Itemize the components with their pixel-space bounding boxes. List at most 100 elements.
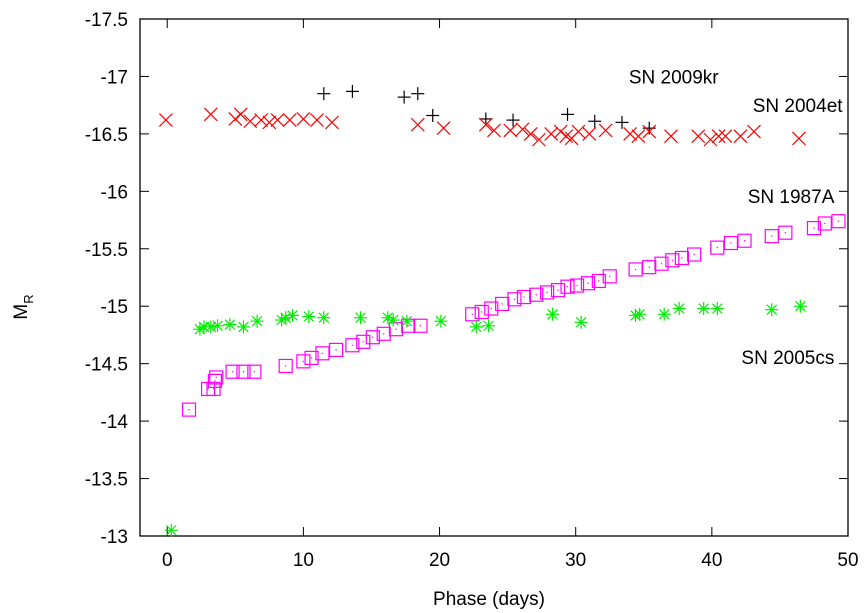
data-point xyxy=(817,216,832,231)
data-point xyxy=(737,233,752,248)
data-point xyxy=(400,314,414,328)
data-point xyxy=(687,247,702,262)
data-point xyxy=(413,318,428,333)
data-point xyxy=(532,132,546,147)
data-point xyxy=(529,287,544,302)
data-point xyxy=(602,269,617,284)
x-tick-label: 20 xyxy=(429,550,450,571)
data-point xyxy=(665,253,680,268)
data-point xyxy=(571,124,586,139)
plot-frame xyxy=(139,18,849,537)
x-axis-title: Phase (days) xyxy=(433,589,545,610)
data-point xyxy=(553,124,568,139)
data-point xyxy=(544,126,559,141)
data-point xyxy=(764,229,779,244)
y-tick-label: -17 xyxy=(101,67,128,88)
data-point xyxy=(158,113,173,128)
data-point xyxy=(479,112,493,126)
data-point xyxy=(747,124,761,139)
data-point xyxy=(831,214,846,229)
data-point xyxy=(598,123,613,138)
data-point xyxy=(434,314,448,328)
data-point xyxy=(515,122,530,137)
data-point xyxy=(315,346,330,361)
data-point xyxy=(181,402,197,417)
data-point xyxy=(516,289,532,305)
data-point xyxy=(664,129,678,144)
data-point xyxy=(674,250,689,266)
data-point xyxy=(206,381,221,397)
data-point xyxy=(582,126,597,141)
data-point xyxy=(211,319,225,333)
data-point xyxy=(410,117,425,132)
data-point xyxy=(642,124,657,139)
data-point xyxy=(484,301,499,316)
data-point xyxy=(588,114,602,128)
data-point xyxy=(296,354,311,369)
data-point xyxy=(633,307,647,321)
data-point xyxy=(204,320,218,334)
data-point xyxy=(354,311,368,325)
y-tick-label: -15.5 xyxy=(85,240,128,261)
data-point xyxy=(561,107,575,121)
data-point xyxy=(465,307,480,322)
data-point xyxy=(223,318,237,332)
data-point xyxy=(765,303,779,317)
data-marks xyxy=(158,84,846,537)
data-point xyxy=(495,296,510,312)
data-point xyxy=(711,129,726,144)
data-point xyxy=(697,302,711,316)
data-point xyxy=(482,319,496,333)
data-point xyxy=(243,114,258,129)
data-point xyxy=(296,112,311,126)
series-label: SN 2004et xyxy=(753,96,844,117)
data-point xyxy=(356,334,371,349)
data-point xyxy=(615,115,629,129)
data-point xyxy=(672,302,686,316)
series-label: SN 2005cs xyxy=(741,348,834,369)
data-point xyxy=(631,129,646,144)
data-point xyxy=(304,350,319,366)
data-point xyxy=(469,320,483,334)
data-point xyxy=(302,310,316,324)
data-point xyxy=(806,220,822,236)
data-point xyxy=(503,123,518,138)
data-point xyxy=(487,123,501,138)
data-point xyxy=(710,302,724,316)
data-point xyxy=(164,523,178,537)
data-point xyxy=(282,113,297,128)
y-tick-label: -15 xyxy=(101,297,128,318)
data-point xyxy=(285,308,299,322)
data-point xyxy=(478,117,493,132)
y-tick-label: -14.5 xyxy=(85,355,128,376)
x-tick-label: 40 xyxy=(701,550,722,571)
data-point xyxy=(574,315,588,329)
data-point xyxy=(317,311,331,325)
data-point xyxy=(345,338,360,353)
x-tick-label: 50 xyxy=(837,550,858,571)
data-point xyxy=(203,107,218,122)
data-point xyxy=(250,314,264,328)
data-point xyxy=(506,113,520,127)
data-point xyxy=(733,129,748,144)
data-point xyxy=(247,364,262,379)
data-point xyxy=(559,129,574,144)
data-point xyxy=(793,299,807,313)
data-point xyxy=(623,126,638,141)
data-point xyxy=(539,285,555,300)
data-point xyxy=(236,320,250,334)
data-point xyxy=(388,322,404,337)
data-point xyxy=(507,292,522,307)
data-point xyxy=(792,131,806,146)
data-point xyxy=(550,283,566,298)
data-point xyxy=(718,129,733,144)
data-point xyxy=(209,370,224,385)
data-point xyxy=(365,330,380,345)
data-point xyxy=(310,113,324,128)
data-point xyxy=(546,307,560,321)
series-label: SN 1987A xyxy=(748,187,835,208)
data-point xyxy=(233,107,248,122)
data-point xyxy=(381,311,395,325)
data-point xyxy=(703,132,718,147)
